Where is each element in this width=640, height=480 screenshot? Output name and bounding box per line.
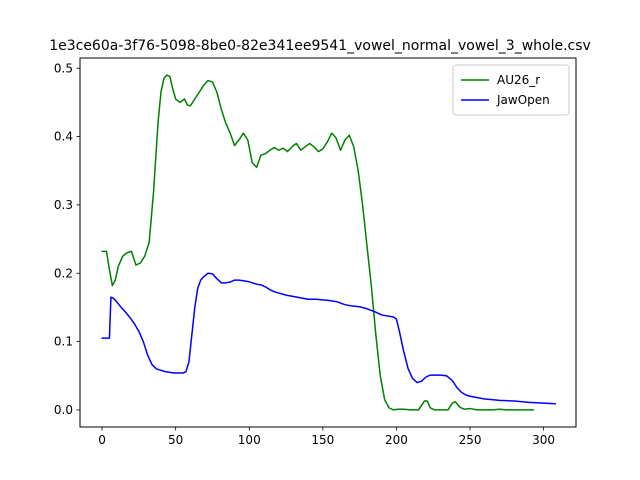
y-tick-label: 0.5 — [54, 61, 73, 75]
axes-frame — [79, 57, 577, 428]
legend-box — [452, 64, 570, 116]
x-tick-label: 0 — [98, 433, 106, 447]
x-tick-label: 250 — [459, 433, 482, 447]
chart-title: 1e3ce60a-3f76-5098-8be0-82e341ee9541_vow… — [49, 38, 591, 54]
x-axis: 0 50 100 150 200 250 300 — [98, 427, 555, 447]
series-line-au26-r — [101, 74, 535, 411]
x-tick-label: 200 — [385, 433, 408, 447]
x-tick-label: 300 — [532, 433, 555, 447]
legend-label: JawOpen — [496, 93, 550, 107]
legend-label: AU26_r — [497, 73, 540, 87]
x-tick-label: 100 — [238, 433, 261, 447]
series-line-jawopen — [101, 272, 557, 405]
y-axis: 0.0 0.1 0.2 0.3 0.4 0.5 — [54, 61, 80, 417]
y-tick-label: 0.3 — [54, 198, 73, 212]
y-tick-label: 0.2 — [54, 266, 73, 280]
y-tick-label: 0.4 — [54, 130, 73, 144]
y-tick-label: 0.1 — [54, 335, 73, 349]
plot-area — [101, 74, 557, 411]
x-tick-label: 50 — [168, 433, 183, 447]
y-tick-label: 0.0 — [54, 403, 73, 417]
x-tick-label: 150 — [311, 433, 334, 447]
legend: AU26_r JawOpen — [452, 64, 570, 116]
